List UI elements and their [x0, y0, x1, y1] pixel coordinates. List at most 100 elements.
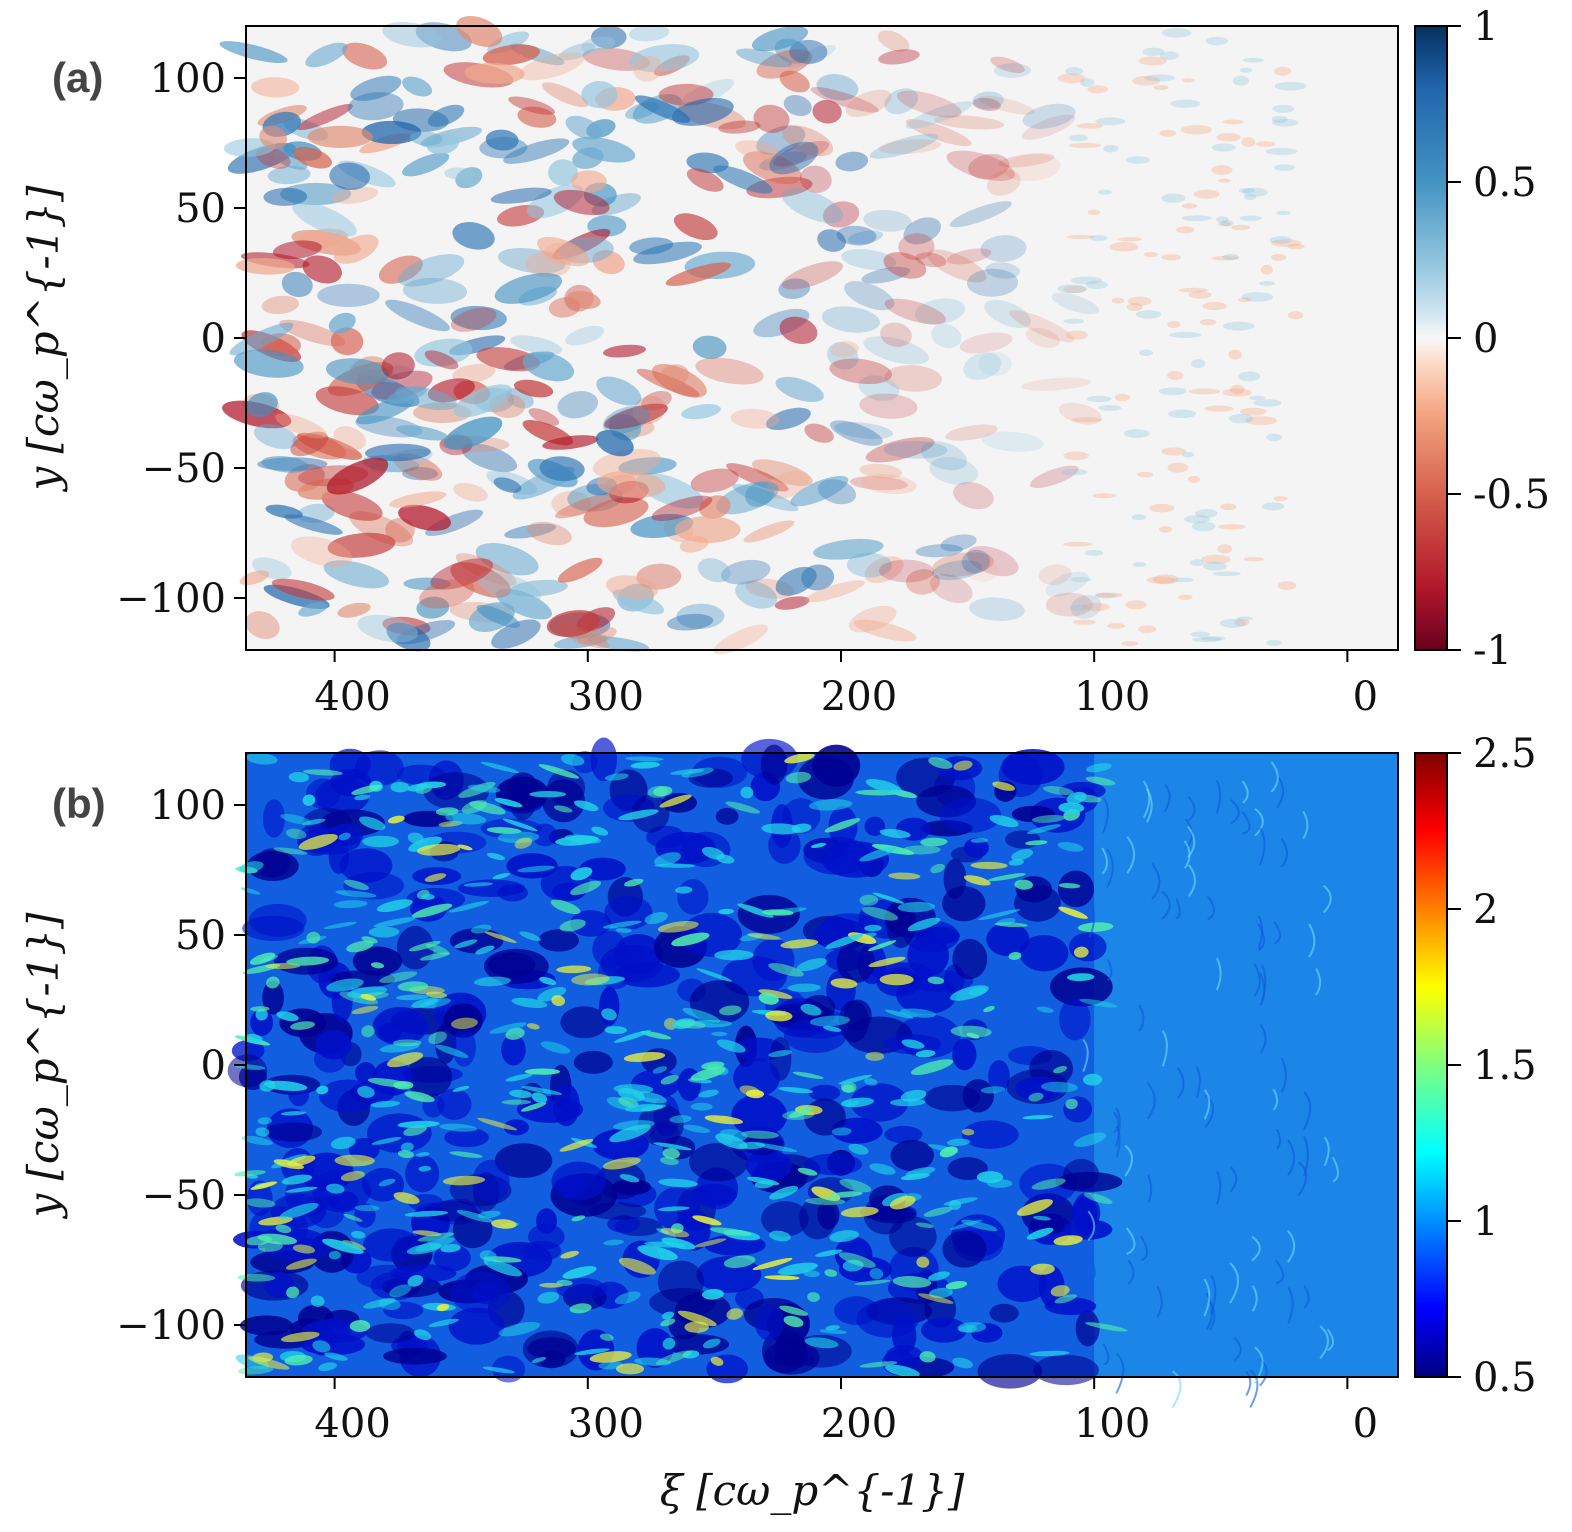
colorbar-b: 2.5 2 1.5 1 0.5 — [1414, 731, 1537, 1401]
field-structure — [538, 764, 580, 779]
field-structure — [1115, 1352, 1125, 1394]
field-structure — [753, 104, 790, 133]
field-structure — [1072, 619, 1096, 625]
field-structure — [699, 495, 731, 519]
field-structure — [696, 968, 733, 982]
field-structure — [1082, 1073, 1103, 1086]
field-structure — [456, 1210, 493, 1223]
field-structure — [657, 920, 699, 933]
field-structure — [702, 1338, 721, 1349]
field-structure — [556, 965, 592, 974]
field-structure — [398, 504, 451, 531]
field-structure — [1230, 384, 1245, 395]
field-structure — [988, 1059, 1010, 1093]
field-structure — [978, 351, 1012, 376]
field-structure — [538, 929, 579, 952]
field-structure — [672, 97, 734, 126]
field-structure — [1125, 1227, 1136, 1255]
field-structure — [411, 903, 453, 918]
field-structure — [1106, 958, 1113, 981]
field-structure — [367, 1078, 410, 1088]
field-structure — [1202, 561, 1227, 571]
field-structure — [1266, 433, 1283, 442]
field-structure — [809, 1015, 851, 1027]
field-structure — [419, 952, 451, 961]
field-structure — [1274, 66, 1292, 76]
field-structure — [581, 81, 618, 109]
y-axis-b: 100 50 0 −50 −100 — [116, 783, 246, 1349]
field-structure — [713, 624, 769, 655]
field-structure — [731, 1093, 788, 1138]
field-structure — [396, 425, 449, 441]
field-structure — [777, 1262, 818, 1276]
field-structure — [1106, 848, 1114, 889]
field-structure — [948, 1199, 962, 1211]
field-structure — [491, 1355, 526, 1383]
field-structure — [389, 1284, 412, 1298]
field-structure — [362, 1228, 421, 1262]
field-structure — [872, 892, 905, 904]
field-structure — [1070, 276, 1103, 285]
field-structure — [659, 364, 689, 387]
field-structure — [1143, 251, 1159, 258]
field-structure — [496, 588, 552, 620]
field-structure — [1132, 75, 1161, 86]
field-structure — [614, 1291, 641, 1305]
field-structure — [592, 448, 661, 479]
field-structure — [841, 249, 897, 271]
field-structure — [233, 349, 304, 378]
field-structure — [1138, 1004, 1145, 1032]
field-structure — [640, 1031, 672, 1040]
field-structure — [1138, 349, 1154, 356]
field-structure — [1159, 526, 1173, 533]
field-structure — [361, 120, 422, 145]
field-structure — [1188, 388, 1221, 395]
field-structure — [1303, 1136, 1309, 1176]
field-structure — [356, 396, 414, 425]
field-structure — [317, 283, 380, 308]
field-structure — [1125, 600, 1147, 610]
y-tick-label: −50 — [142, 1173, 226, 1219]
field-structure — [1222, 388, 1252, 397]
field-structure — [769, 141, 819, 175]
field-structure — [628, 24, 670, 42]
field-structure — [799, 165, 832, 193]
field-structure — [1161, 447, 1187, 456]
field-structure — [370, 962, 385, 969]
field-structure — [1063, 451, 1089, 461]
field-structure — [633, 55, 663, 82]
field-structure — [452, 221, 495, 250]
field-structure — [464, 62, 525, 84]
field-structure — [927, 249, 987, 283]
field-structure — [250, 1006, 270, 1012]
field-structure — [1031, 814, 1066, 823]
field-structure — [915, 1222, 934, 1228]
field-structure — [1211, 255, 1240, 261]
field-structure — [651, 495, 713, 522]
field-structure — [990, 56, 1025, 74]
field-structure — [1217, 524, 1246, 530]
field-structure — [662, 1337, 676, 1350]
field-structure — [637, 1245, 678, 1261]
field-structure — [1260, 264, 1273, 275]
field-structure — [985, 262, 1021, 279]
field-structure — [559, 919, 586, 932]
field-structure — [537, 986, 567, 1002]
field-structure — [864, 924, 882, 932]
field-structure — [986, 169, 1021, 196]
field-structure — [709, 1227, 752, 1236]
field-structure — [624, 1103, 664, 1112]
y-axis-label-a: y [cω_p^{-1}] — [19, 185, 68, 493]
field-structure — [1063, 1158, 1100, 1190]
field-structure — [251, 77, 300, 98]
panel-a: 100 50 0 −50 −100 400 300 200 100 0 (a) y [cω_p^… — [19, 4, 1550, 720]
field-structure — [1181, 78, 1195, 83]
field-structure — [596, 1161, 646, 1200]
field-structure — [907, 934, 950, 977]
field-structure — [313, 1046, 347, 1073]
field-structure — [961, 1128, 975, 1136]
field-structure — [1190, 631, 1210, 638]
field-structure — [1120, 641, 1139, 646]
field-structure — [592, 930, 628, 968]
